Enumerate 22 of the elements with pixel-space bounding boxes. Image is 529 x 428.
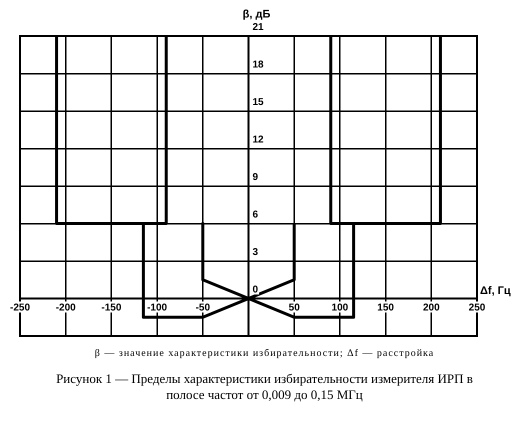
y-tick-label: 21 [252, 22, 264, 33]
x-tick-label: -200 [56, 302, 76, 314]
y-tick-label: 3 [252, 246, 258, 258]
y-tick-label: 18 [252, 59, 264, 70]
x-tick-label: 250 [468, 302, 486, 314]
x-tick-label: -250 [10, 302, 30, 314]
x-tick-label: 200 [422, 302, 440, 314]
x-tick-label: -100 [147, 302, 168, 314]
x-tick-label: 150 [377, 302, 394, 314]
y-tick-label: 9 [252, 172, 258, 183]
text: β — значение характеристики избирательности; Δf — расстройка [94, 348, 436, 359]
x-tick-label: 50 [288, 302, 300, 314]
x-tick-label: 100 [332, 302, 349, 314]
y-tick-label: 15 [252, 96, 264, 108]
x-axis-title: Δf, Гц [480, 285, 511, 298]
y-axis-title: β, дБ [242, 8, 270, 21]
y-tick-label: 0 [252, 284, 258, 296]
y-tick-label: 6 [252, 209, 258, 220]
x-tick-label: -50 [196, 302, 210, 314]
y-tick-label: 12 [252, 134, 264, 146]
x-tick-label: -150 [101, 302, 122, 314]
text: Рисунок 1 — Пределы характеристики избирательности измерителя ИРП в полосе частот от 0,009 до 0,15 МГц [55, 371, 474, 403]
